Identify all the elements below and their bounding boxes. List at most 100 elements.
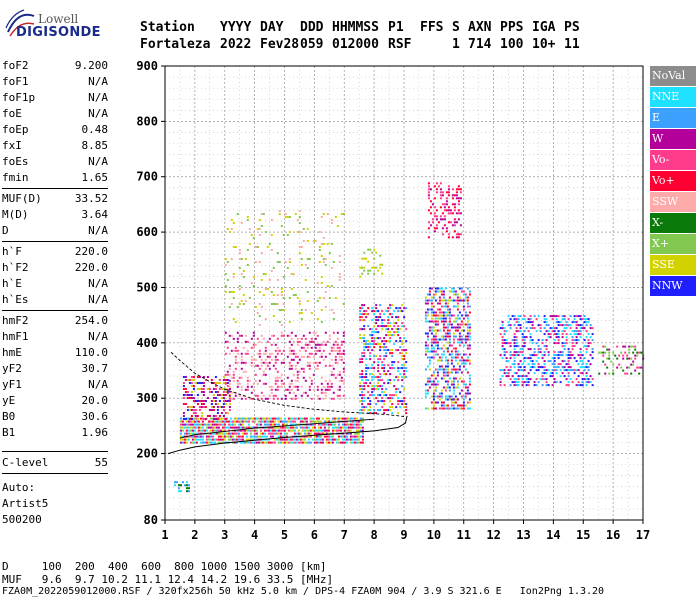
param-value: N/A bbox=[88, 378, 108, 391]
echo-point bbox=[447, 185, 450, 188]
echo-point bbox=[313, 420, 316, 423]
echo-point bbox=[199, 423, 202, 426]
echo-point bbox=[339, 426, 342, 429]
echo-point bbox=[245, 417, 248, 420]
echo-point bbox=[444, 317, 447, 320]
echo-point bbox=[256, 394, 259, 397]
echo-point bbox=[513, 378, 516, 381]
echo-point bbox=[302, 240, 305, 242]
echo-point bbox=[567, 366, 570, 369]
echo-point bbox=[196, 376, 199, 378]
echo-point bbox=[521, 348, 524, 351]
echo-point bbox=[314, 361, 317, 364]
echo-point bbox=[622, 354, 625, 357]
echo-point bbox=[230, 303, 233, 305]
echo-point bbox=[545, 321, 548, 324]
echo-point bbox=[349, 432, 352, 435]
echo-point bbox=[351, 441, 354, 444]
echo-point bbox=[296, 388, 299, 391]
echo-point bbox=[434, 287, 437, 290]
echo-point bbox=[195, 426, 198, 429]
echo-point bbox=[391, 403, 394, 406]
echo-point bbox=[589, 336, 592, 339]
echo-point bbox=[328, 337, 331, 340]
echo-point bbox=[306, 346, 309, 349]
echo-point bbox=[559, 381, 562, 384]
echo-point bbox=[316, 318, 319, 320]
echo-point bbox=[224, 379, 227, 381]
echo-point bbox=[294, 213, 297, 215]
echo-point bbox=[210, 391, 213, 393]
echo-point bbox=[458, 344, 461, 347]
echo-point bbox=[365, 376, 368, 379]
echo-point bbox=[389, 325, 392, 328]
echo-point bbox=[455, 221, 458, 224]
echo-point bbox=[245, 435, 248, 438]
divider bbox=[2, 473, 108, 474]
echo-point bbox=[338, 261, 341, 263]
echo-point bbox=[440, 317, 443, 320]
param-value: N/A bbox=[88, 224, 108, 237]
echo-point bbox=[253, 417, 256, 420]
echo-point bbox=[401, 340, 404, 343]
echo-point bbox=[196, 418, 199, 420]
echo-point bbox=[212, 382, 215, 384]
echo-point bbox=[285, 426, 288, 429]
echo-point bbox=[189, 432, 192, 435]
echo-point bbox=[432, 296, 435, 299]
echo-point bbox=[399, 346, 402, 349]
echo-point bbox=[259, 432, 262, 435]
echo-point bbox=[322, 340, 325, 343]
echo-point bbox=[250, 361, 253, 364]
echo-point bbox=[220, 394, 223, 396]
echo-point bbox=[551, 357, 554, 360]
echo-point bbox=[450, 398, 453, 401]
echo-point bbox=[319, 441, 322, 444]
echo-point bbox=[553, 363, 556, 366]
echo-point bbox=[325, 441, 328, 444]
echo-point bbox=[310, 379, 313, 382]
echo-point bbox=[634, 369, 637, 372]
echo-point bbox=[192, 400, 195, 402]
echo-point bbox=[199, 426, 202, 429]
echo-point bbox=[602, 351, 605, 354]
echo-point bbox=[598, 351, 601, 354]
echo-point bbox=[557, 336, 560, 339]
echo-point bbox=[462, 329, 465, 332]
echo-point bbox=[513, 366, 516, 369]
echo-point bbox=[288, 258, 291, 260]
echo-point bbox=[456, 386, 459, 389]
echo-point bbox=[349, 417, 352, 420]
echo-point bbox=[221, 426, 224, 429]
echo-point bbox=[391, 328, 394, 331]
echo-point bbox=[428, 299, 431, 302]
echo-point bbox=[634, 345, 637, 348]
param-row: foEs N/A bbox=[2, 154, 108, 170]
echo-point bbox=[585, 363, 588, 366]
echo-point bbox=[403, 307, 406, 310]
echo-point bbox=[209, 432, 212, 435]
echo-point bbox=[184, 379, 187, 381]
echo-point bbox=[426, 293, 429, 296]
echo-point bbox=[369, 373, 372, 376]
header-value-11: 11 bbox=[564, 37, 580, 52]
echo-point bbox=[193, 426, 196, 429]
echo-point bbox=[244, 300, 247, 302]
echo-point bbox=[316, 343, 319, 346]
echo-point bbox=[230, 376, 233, 379]
echo-point bbox=[240, 352, 243, 355]
param-value: N/A bbox=[88, 75, 108, 88]
echo-point bbox=[432, 401, 435, 404]
echo-point bbox=[359, 388, 362, 391]
echo-point bbox=[317, 435, 320, 438]
echo-point bbox=[254, 394, 257, 397]
echo-point bbox=[270, 219, 273, 221]
echo-point bbox=[458, 335, 461, 338]
echo-point bbox=[238, 252, 241, 254]
echo-point bbox=[258, 379, 261, 382]
echo-point bbox=[373, 310, 376, 313]
echo-point bbox=[391, 394, 394, 397]
echo-point bbox=[365, 364, 368, 367]
echo-point bbox=[226, 340, 229, 343]
echo-point bbox=[381, 322, 384, 325]
